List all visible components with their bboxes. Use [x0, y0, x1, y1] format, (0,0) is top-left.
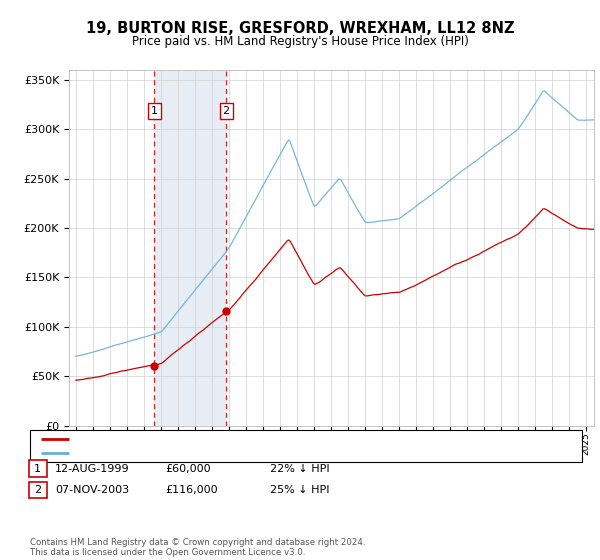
Text: 2: 2 — [223, 106, 230, 116]
Text: 1: 1 — [151, 106, 158, 116]
Text: 22% ↓ HPI: 22% ↓ HPI — [270, 464, 329, 474]
Text: 2: 2 — [34, 485, 41, 495]
Text: 12-AUG-1999: 12-AUG-1999 — [55, 464, 130, 474]
Text: Price paid vs. HM Land Registry's House Price Index (HPI): Price paid vs. HM Land Registry's House … — [131, 35, 469, 48]
Text: 1: 1 — [34, 464, 41, 474]
Text: £116,000: £116,000 — [165, 485, 218, 495]
Text: HPI: Average price, detached house, Wrexham: HPI: Average price, detached house, Wrex… — [75, 448, 307, 458]
Text: Contains HM Land Registry data © Crown copyright and database right 2024.
This d: Contains HM Land Registry data © Crown c… — [30, 538, 365, 557]
Text: 19, BURTON RISE, GRESFORD, WREXHAM, LL12 8NZ: 19, BURTON RISE, GRESFORD, WREXHAM, LL12… — [86, 21, 514, 36]
Text: 07-NOV-2003: 07-NOV-2003 — [55, 485, 130, 495]
Text: 25% ↓ HPI: 25% ↓ HPI — [270, 485, 329, 495]
Text: 19, BURTON RISE, GRESFORD, WREXHAM, LL12 8NZ (detached house): 19, BURTON RISE, GRESFORD, WREXHAM, LL12… — [75, 433, 427, 444]
Text: £60,000: £60,000 — [165, 464, 211, 474]
Bar — [154, 70, 226, 426]
